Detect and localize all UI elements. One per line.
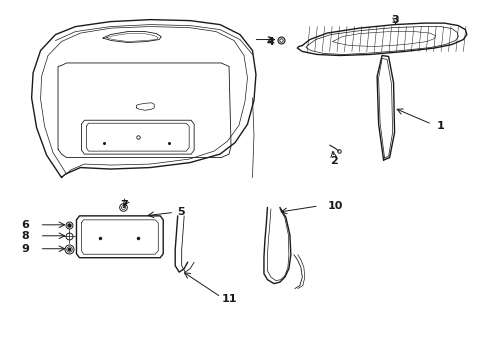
- Text: 1: 1: [436, 121, 444, 131]
- Text: 6: 6: [21, 220, 29, 230]
- Text: 8: 8: [21, 231, 29, 241]
- Text: 9: 9: [21, 244, 29, 254]
- Text: 4: 4: [266, 36, 274, 46]
- Text: 5: 5: [177, 207, 184, 217]
- Text: 2: 2: [329, 156, 337, 166]
- Text: 7: 7: [120, 200, 128, 210]
- Text: 10: 10: [327, 201, 343, 211]
- Text: 11: 11: [221, 293, 236, 303]
- Text: 3: 3: [391, 15, 399, 24]
